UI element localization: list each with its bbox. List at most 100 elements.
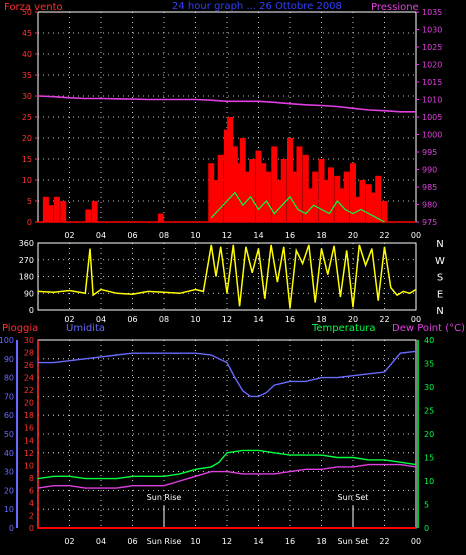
temperature-tick-label: 15 — [424, 454, 434, 463]
wind-speed-tick-label: 20 — [22, 134, 32, 143]
climate-panel-x-tick-label: Sun Set — [338, 537, 369, 546]
pressure-line — [37, 95, 416, 113]
wind-speed-bar — [334, 175, 341, 222]
wind-speed-tick-label: 10 — [22, 176, 32, 185]
wind-speed-bar — [60, 201, 67, 222]
wind-panel-x-tick-label: 20 — [348, 231, 358, 240]
rain-tick-label: 30 — [24, 336, 34, 345]
wind-speed-bar — [365, 184, 372, 222]
climate-panel-x-tick-label: 14 — [253, 537, 263, 546]
wind-speed-bar — [302, 154, 309, 222]
wind-direction-line — [37, 244, 417, 309]
direction-tick-label: 180 — [19, 273, 34, 282]
rain-tick-label: 22 — [24, 386, 34, 395]
wind-speed-tick-label: 40 — [22, 50, 32, 59]
rain-tick-label: 16 — [24, 424, 34, 433]
dewpoint-axis-label: Dew Point (°C) — [392, 323, 465, 334]
wind-speed-bar — [327, 167, 334, 222]
temperature-tick-label: 30 — [424, 383, 434, 392]
wind-speed-bar — [157, 213, 164, 222]
wind-speed-bar — [354, 196, 361, 222]
climate-panel-x-tick-label: 00 — [411, 537, 421, 546]
rain-axis-label: Pioggia — [2, 323, 38, 334]
wind-speed-bar — [350, 163, 356, 222]
wind-speed-bar — [236, 163, 243, 222]
wind-panel-x-tick-label: 00 — [411, 231, 421, 240]
direction-panel-x-tick-label: 00 — [411, 315, 421, 324]
temperature-tick-label: 35 — [424, 360, 434, 369]
pressure-axis-label: Pressione — [371, 2, 419, 13]
direction-panel-x-tick-label: 22 — [379, 315, 389, 324]
rain-tick-label: 0 — [29, 524, 34, 533]
pressure-tick-label: 990 — [422, 166, 437, 175]
wind-panel-x-tick-label: 04 — [96, 231, 106, 240]
compass-label: N — [436, 306, 443, 317]
wind-speed-bar — [91, 201, 98, 222]
wind-panel-x-tick-label: 16 — [285, 231, 295, 240]
wind-speed-bar — [318, 159, 325, 222]
wind-panel-x-tick-label: 12 — [222, 231, 232, 240]
chart-layer: 0510152025303540455097598098599099510001… — [0, 8, 445, 546]
rain-tick-label: 24 — [24, 374, 34, 383]
wind-panel-x-tick-label: 06 — [127, 231, 137, 240]
sun-annotation-label: Sun Rise — [147, 493, 182, 502]
rain-tick-label: 6 — [29, 486, 34, 495]
wind-speed-bar — [312, 171, 319, 222]
sun-annotation-label: Sun Set — [338, 493, 369, 502]
rain-tick-label: 26 — [24, 361, 34, 370]
direction-panel-x-tick-label: 06 — [127, 315, 137, 324]
wind-speed-bar — [42, 196, 49, 222]
wind-gust-line — [210, 191, 385, 223]
compass-label: N — [436, 239, 443, 250]
wind-speed-bar — [244, 171, 251, 222]
temperature-tick-label: 0 — [424, 524, 429, 533]
pressure-tick-label: 1025 — [422, 43, 442, 52]
direction-panel-x-tick-label: 20 — [348, 315, 358, 324]
direction-tick-label: 90 — [24, 289, 34, 298]
pressure-tick-label: 980 — [422, 201, 437, 210]
temperature-axis-label: Temperatura — [311, 323, 376, 334]
wind-speed-bar — [323, 180, 330, 222]
wind-speed-tick-label: 25 — [22, 113, 32, 122]
rain-tick-label: 10 — [24, 461, 34, 470]
wind-speed-bar — [381, 201, 388, 222]
wind-speed-bar — [239, 138, 246, 222]
climate-panel-x-tick-label: Sun Rise — [147, 537, 182, 546]
climate-panel-x-tick-label: 18 — [316, 537, 326, 546]
direction-panel-x-tick-label: 04 — [96, 315, 106, 324]
wind-speed-tick-label: 15 — [22, 155, 32, 164]
rain-tick-label: 18 — [24, 411, 34, 420]
wind-panel-x-tick-label: 10 — [190, 231, 200, 240]
wind-speed-bar — [271, 146, 278, 222]
temperature-tick-label: 25 — [424, 407, 434, 416]
wind-speed-bar — [264, 171, 271, 222]
wind-speed-bar — [296, 146, 303, 222]
direction-panel-x-tick-label: 18 — [316, 315, 326, 324]
wind-speed-tick-label: 45 — [22, 29, 32, 38]
pressure-tick-label: 995 — [422, 148, 437, 157]
rain-tick-label: 28 — [24, 349, 34, 358]
pressure-tick-label: 1020 — [422, 61, 442, 70]
wind-speed-bar — [287, 138, 293, 222]
wind-speed-bar — [212, 180, 219, 222]
humidity-tick-label: 40 — [4, 449, 14, 458]
temperature-line — [37, 449, 417, 480]
wind-speed-tick-label: 50 — [22, 8, 32, 17]
temperature-tick-label: 20 — [424, 430, 434, 439]
direction-tick-label: 0 — [29, 306, 34, 315]
humidity-tick-label: 10 — [4, 505, 14, 514]
wind-speed-bar — [260, 163, 267, 222]
rain-tick-label: 2 — [29, 511, 34, 520]
humidity-tick-label: 100 — [0, 336, 14, 345]
pressure-tick-label: 1035 — [422, 8, 442, 17]
wind-speed-tick-label: 5 — [27, 197, 32, 206]
humidity-tick-label: 20 — [4, 486, 14, 495]
temperature-tick-label: 40 — [424, 336, 434, 345]
wind-speed-bar — [275, 180, 282, 222]
climate-panel-x-tick-label: 04 — [96, 537, 106, 546]
pressure-tick-label: 1010 — [422, 96, 442, 105]
climate-panel-x-tick-label: 06 — [127, 537, 137, 546]
wind-speed-axis-label: Forza vento — [4, 2, 63, 13]
humidity-tick-label: 60 — [4, 411, 14, 420]
